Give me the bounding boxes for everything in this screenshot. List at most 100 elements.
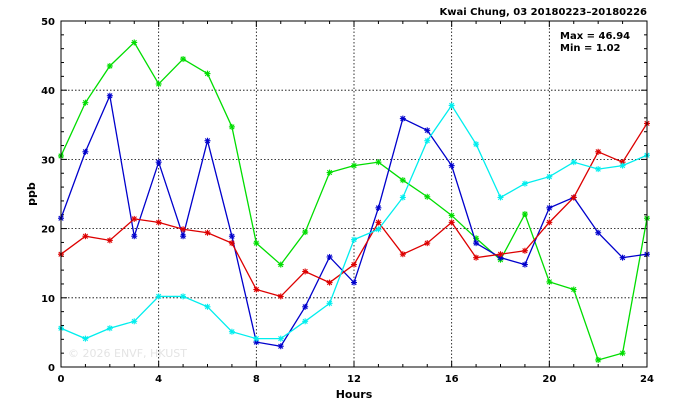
- point-marker-stroke: [204, 138, 211, 144]
- point-marker-stroke: [375, 219, 382, 226]
- point-marker-stroke: [351, 237, 357, 243]
- point-marker-stroke: [351, 279, 357, 286]
- data-point: [375, 226, 382, 233]
- series-1: [58, 39, 650, 363]
- data-point: [302, 303, 309, 310]
- x-tick-label: 8: [253, 374, 260, 385]
- point-marker-stroke: [180, 56, 186, 62]
- data-point: [619, 254, 626, 261]
- point-marker-stroke: [571, 159, 577, 165]
- data-point: [277, 293, 284, 300]
- data-point: [521, 261, 528, 268]
- data-point: [302, 318, 309, 325]
- point-marker-stroke: [131, 39, 137, 46]
- point-marker-stroke: [131, 216, 137, 222]
- data-point: [131, 318, 138, 325]
- point-marker-stroke: [229, 329, 235, 335]
- point-marker-stroke: [497, 251, 504, 257]
- data-point: [570, 159, 577, 166]
- data-point: [253, 240, 260, 247]
- point-marker-stroke: [278, 261, 284, 268]
- point-marker-stroke: [302, 304, 308, 310]
- data-point: [399, 251, 406, 258]
- point-marker-stroke: [522, 261, 528, 268]
- data-point: [521, 180, 528, 187]
- data-point: [82, 335, 89, 342]
- point-marker-stroke: [522, 248, 528, 254]
- point-marker-stroke: [546, 279, 552, 285]
- data-point: [521, 211, 528, 218]
- data-point: [375, 219, 382, 226]
- point-marker-stroke: [619, 350, 626, 356]
- data-point: [106, 237, 113, 244]
- data-point: [228, 240, 235, 247]
- point-marker-stroke: [82, 233, 89, 239]
- point-marker-stroke: [473, 255, 479, 261]
- point-marker-stroke: [180, 226, 186, 232]
- point-marker-stroke: [400, 194, 406, 201]
- data-point: [204, 137, 211, 144]
- data-point: [570, 286, 577, 293]
- point-marker-stroke: [375, 205, 382, 211]
- data-point: [351, 162, 357, 169]
- data-point: [326, 169, 333, 176]
- data-point: [131, 39, 138, 46]
- point-marker-stroke: [449, 219, 455, 226]
- point-marker-stroke: [400, 177, 406, 183]
- x-axis-label: Hours: [336, 388, 373, 401]
- point-marker-stroke: [400, 251, 406, 257]
- point-marker-stroke: [424, 194, 430, 200]
- data-point: [131, 233, 138, 240]
- point-marker-stroke: [546, 174, 552, 180]
- point-marker-stroke: [351, 261, 357, 268]
- point-marker-stroke: [180, 233, 186, 239]
- data-point: [253, 335, 260, 342]
- point-marker-stroke: [400, 115, 406, 122]
- y-tick-label: 20: [41, 225, 55, 236]
- x-tick-label: 20: [542, 374, 556, 385]
- point-marker-stroke: [546, 205, 552, 211]
- data-point: [180, 226, 187, 233]
- point-marker-stroke: [107, 325, 113, 331]
- point-marker-stroke: [156, 81, 162, 87]
- data-point: [180, 56, 187, 63]
- data-point: [277, 261, 284, 268]
- point-marker-stroke: [473, 240, 479, 246]
- point-marker-stroke: [619, 255, 626, 261]
- data-point: [106, 62, 113, 69]
- tick-labels: 0 4 8 12 16 20 24 0 10 20 30 40 50: [41, 17, 654, 385]
- point-marker-stroke: [424, 138, 430, 144]
- point-marker-stroke: [229, 124, 235, 130]
- point-marker-stroke: [326, 300, 333, 306]
- point-marker-stroke: [204, 230, 211, 236]
- point-marker-stroke: [326, 169, 333, 176]
- point-marker-stroke: [82, 100, 89, 106]
- point-marker-stroke: [449, 102, 455, 109]
- point-marker-stroke: [375, 159, 382, 165]
- point-marker-stroke: [229, 233, 235, 239]
- point-marker-stroke: [571, 286, 577, 293]
- point-marker-stroke: [107, 237, 113, 244]
- data-point: [546, 278, 553, 285]
- data-point: [448, 212, 455, 219]
- grid-lines: [61, 21, 647, 367]
- data-point: [473, 141, 480, 148]
- point-marker-stroke: [278, 335, 284, 342]
- point-marker-stroke: [278, 343, 284, 349]
- point-marker-stroke: [82, 149, 89, 155]
- data-point: [375, 159, 382, 166]
- min-label: Min = 1.02: [560, 43, 621, 54]
- data-point: [546, 219, 553, 226]
- x-tick-label: 12: [347, 374, 361, 385]
- data-point: [546, 173, 553, 180]
- point-marker-stroke: [546, 219, 552, 226]
- series-3: [58, 120, 650, 300]
- data-point: [595, 148, 602, 155]
- data-point: [424, 137, 431, 144]
- data-point: [497, 194, 504, 201]
- point-marker-stroke: [326, 254, 333, 260]
- y-tick-label: 30: [41, 155, 55, 166]
- data-point: [497, 251, 504, 258]
- point-marker-stroke: [204, 304, 211, 310]
